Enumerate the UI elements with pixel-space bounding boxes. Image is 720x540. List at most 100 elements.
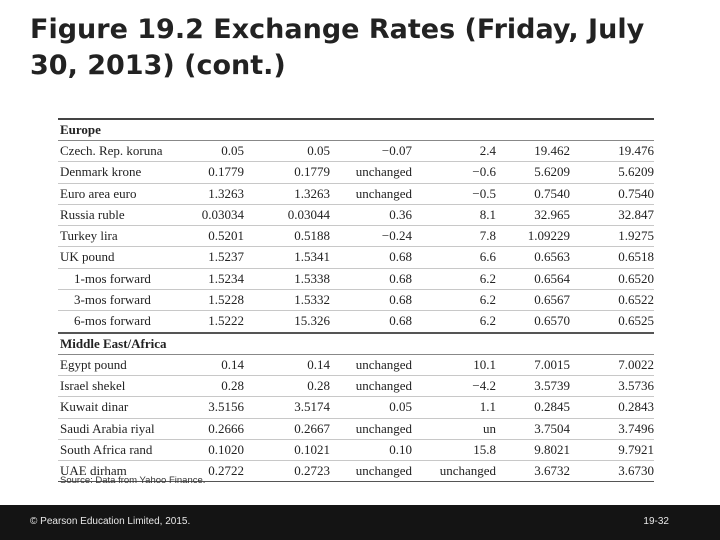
europe-rows: Czech. Rep. koruna 0.05 0.05 −0.07 2.4 19.462… (58, 141, 654, 333)
value-cell: 0.36 (389, 206, 412, 222)
table-row: Czech. Rep. koruna 0.05 0.05 −0.07 2.4 19.462… (58, 141, 654, 163)
value-cell: 1.3263 (208, 185, 244, 201)
value-cell: 1.5222 (208, 313, 244, 329)
value-cell: 9.8021 (534, 441, 570, 457)
value-cell: 3.7504 (534, 420, 570, 436)
value-cell: 7.8 (479, 228, 496, 244)
value-cell: 6.2 (479, 270, 496, 286)
currency-name-cell: Euro area euro (60, 185, 137, 201)
value-cell: 2.4 (479, 143, 496, 158)
value-cell: 15.326 (294, 313, 330, 329)
value-cell: 0.68 (389, 313, 412, 329)
value-cell: 0.1020 (208, 441, 244, 457)
value-cell: 0.6570 (534, 313, 570, 329)
value-cell: 1.5338 (294, 270, 330, 286)
value-cell: −0.07 (381, 143, 412, 158)
currency-name-cell: 3-mos forward (74, 292, 151, 308)
value-cell: unchanged (355, 463, 412, 479)
value-cell: 19.476 (618, 143, 654, 158)
value-cell: 32.965 (534, 206, 570, 222)
value-cell: 9.7921 (618, 441, 654, 457)
value-cell: 3.5174 (294, 399, 330, 415)
value-cell: 0.68 (389, 249, 412, 265)
value-cell: 1.9275 (618, 228, 654, 244)
table-row: 1-mos forward 1.5234 1.5338 0.68 6.2 0.6564 0.… (58, 269, 654, 291)
value-cell: 10.1 (473, 356, 496, 372)
value-cell: 0.05 (221, 143, 244, 158)
currency-name-cell: Egypt pound (60, 356, 127, 372)
value-cell: 0.5188 (294, 228, 330, 244)
value-cell: 0.7540 (618, 185, 654, 201)
value-cell: 0.05 (389, 399, 412, 415)
value-cell: 0.6518 (618, 249, 654, 265)
value-cell: 0.6522 (618, 292, 654, 308)
value-cell: 0.7540 (534, 185, 570, 201)
currency-name-cell: 6-mos forward (74, 313, 151, 329)
currency-name-cell: Israel shekel (60, 377, 126, 393)
value-cell: 0.05 (307, 143, 330, 158)
value-cell: −0.6 (472, 164, 496, 180)
table-row: Egypt pound 0.14 0.14 unchanged 10.1 7.0015 7.… (58, 355, 654, 376)
currency-name-cell: UK pound (60, 249, 115, 265)
value-cell: 0.14 (221, 356, 244, 372)
value-cell: 3.5156 (208, 399, 244, 415)
value-cell: 1.5332 (294, 292, 330, 308)
value-cell: 5.6209 (534, 164, 570, 180)
value-cell: unchanged (355, 420, 412, 436)
value-cell: 0.28 (307, 377, 330, 393)
value-cell: 0.2666 (208, 420, 244, 436)
value-cell: 0.03034 (201, 206, 244, 222)
currency-name-cell: 1-mos forward (74, 270, 151, 286)
value-cell: 0.2667 (294, 420, 330, 436)
value-cell: unchanged (355, 164, 412, 180)
value-cell: 0.2843 (618, 399, 654, 415)
value-cell: 3.5739 (534, 377, 570, 393)
table-row: Russia ruble 0.03034 0.03044 0.36 8.1 32.965 3… (58, 205, 654, 227)
value-cell: 0.1779 (208, 164, 244, 180)
value-cell: 6.2 (479, 313, 496, 329)
value-cell: 0.2723 (294, 463, 330, 479)
value-cell: −0.5 (472, 185, 496, 201)
source-note: Source: Data from Yahoo Finance. (60, 475, 206, 486)
value-cell: 0.6567 (534, 292, 570, 308)
value-cell: 1.5237 (208, 249, 244, 265)
table-row: Euro area euro 1.3263 1.3263 unchanged −0.5 0… (58, 184, 654, 205)
value-cell: 0.2845 (534, 399, 570, 415)
value-cell: 15.8 (473, 441, 496, 457)
slide-title: Figure 19.2 Exchange Rates (Friday, July… (30, 14, 645, 81)
value-cell: 1.5341 (294, 249, 330, 265)
currency-name-cell: South Africa rand (60, 441, 153, 457)
currency-name-cell: Denmark krone (60, 164, 142, 180)
value-cell: 0.28 (221, 377, 244, 393)
currency-name-cell: Saudi Arabia riyal (60, 420, 155, 436)
exchange-rate-table: Europe Czech. Rep. koruna 0.05 0.05 −0.07 2.… (58, 118, 654, 483)
table-row: 6-mos forward 1.5222 15.326 0.68 6.2 0.6570 0.… (58, 311, 654, 333)
value-cell: 0.68 (389, 270, 412, 286)
value-cell: 0.68 (389, 292, 412, 308)
value-cell: 1.1 (479, 399, 496, 415)
section-heading-middle-east-africa: Middle East/Africa (58, 332, 654, 355)
currency-name-cell: Russia ruble (60, 206, 125, 222)
value-cell: 8.1 (479, 206, 496, 222)
currency-name-cell: Turkey lira (60, 228, 118, 244)
value-cell: 0.6520 (618, 270, 654, 286)
value-cell: 0.2722 (208, 463, 244, 479)
table-row: Turkey lira 0.5201 0.5188 −0.24 7.8 1.09229 1.… (58, 226, 654, 248)
value-cell: −0.24 (381, 228, 412, 244)
value-cell: unchanged (355, 377, 412, 393)
section-heading-europe: Europe (58, 118, 654, 141)
value-cell: unchanged (439, 463, 496, 479)
page-number: 19-32 (643, 516, 669, 527)
value-cell: 7.0022 (618, 356, 654, 372)
value-cell: 0.1779 (294, 164, 330, 180)
value-cell: un (483, 420, 496, 436)
value-cell: 3.7496 (618, 420, 654, 436)
table-row: South Africa rand 0.1020 0.1021 0.10 15.8 9.8… (58, 440, 654, 462)
copyright-text: © Pearson Education Limited, 2015. (30, 516, 191, 527)
table-row: Kuwait dinar 3.5156 3.5174 0.05 1.1 0.2845 0.2… (58, 397, 654, 419)
currency-name-cell: UAE dirham (60, 463, 127, 479)
value-cell: 1.09229 (527, 228, 570, 244)
value-cell: 7.0015 (534, 356, 570, 372)
value-cell: unchanged (355, 356, 412, 372)
value-cell: unchanged (355, 185, 412, 201)
